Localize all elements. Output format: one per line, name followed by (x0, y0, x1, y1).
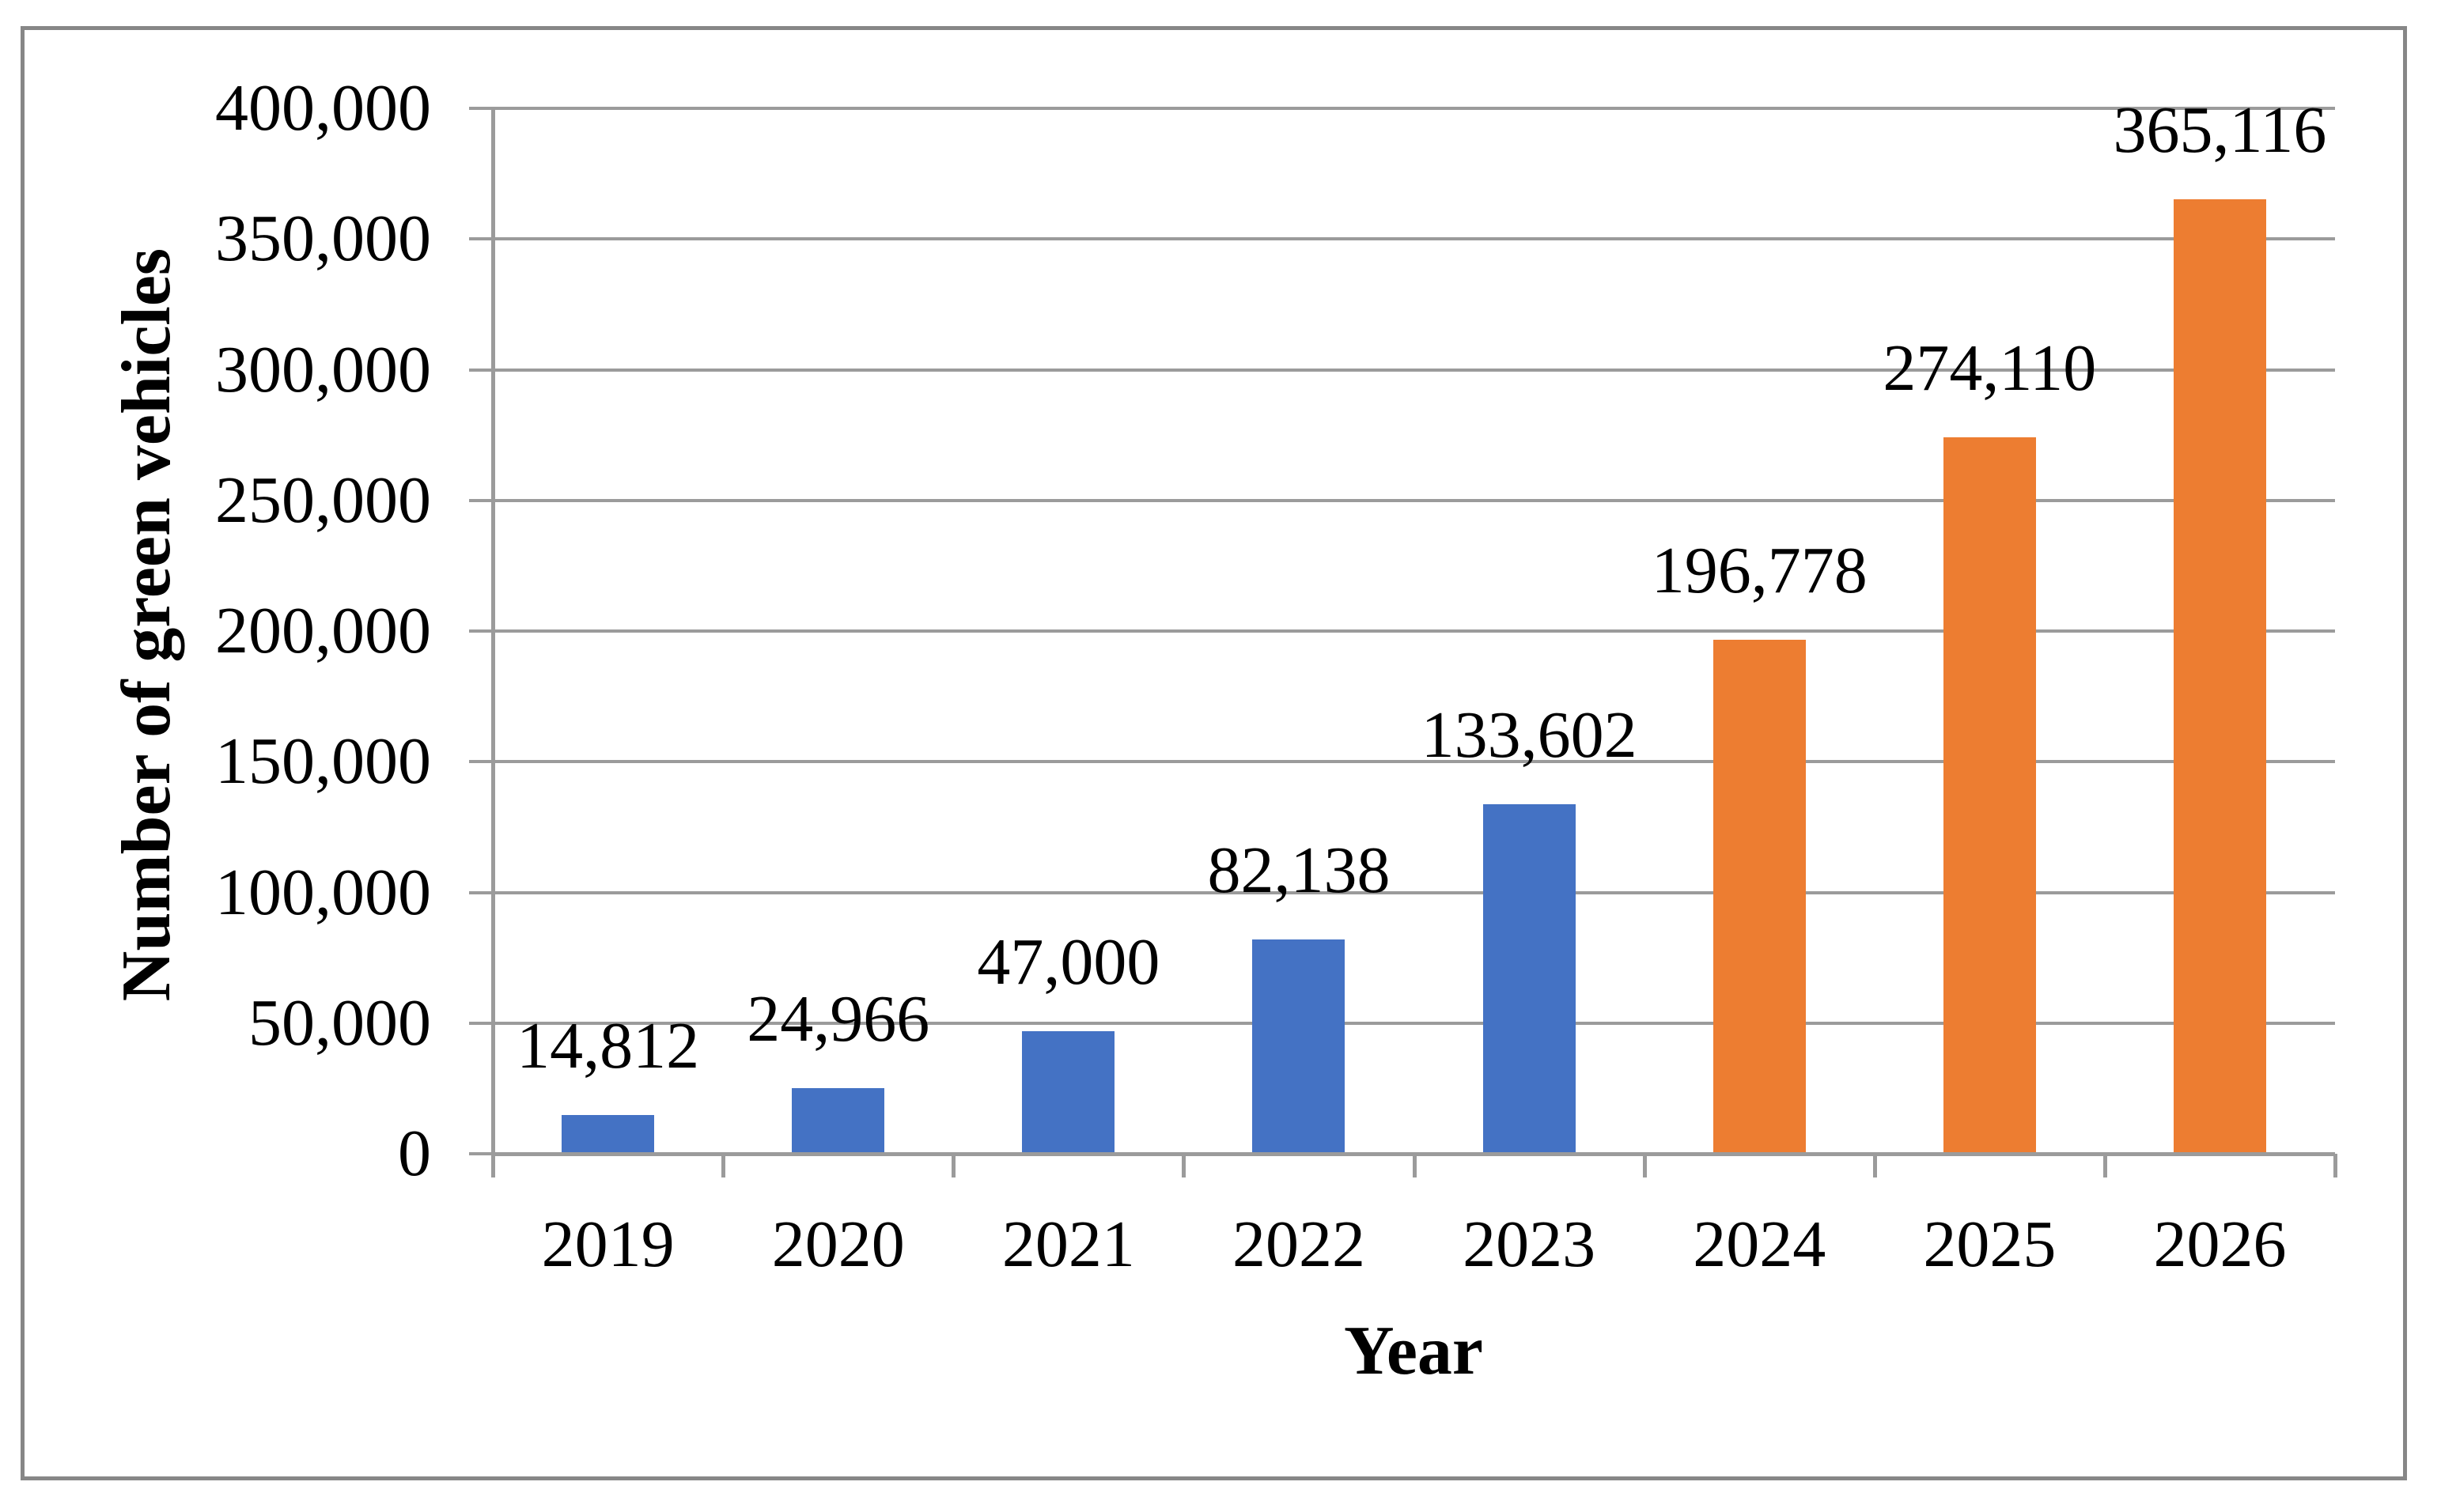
gridline-350,000 (493, 237, 2335, 241)
gridline-250,000 (493, 498, 2335, 502)
x-axis-tick (1642, 1154, 1647, 1177)
x-axis-title: Year (1344, 1313, 1483, 1389)
gridline-200,000 (493, 629, 2335, 633)
y-axis-tick (469, 890, 493, 894)
bar-2021 (1022, 1030, 1115, 1154)
y-axis-tick (469, 368, 493, 372)
x-axis-tick (721, 1154, 726, 1177)
y-tick-label: 350,000 (215, 202, 431, 276)
bar-value-label-2022: 82,138 (1207, 833, 1391, 907)
bar-2026 (2173, 199, 2266, 1154)
y-axis-line (491, 108, 495, 1154)
y-tick-label: 50,000 (248, 985, 431, 1060)
x-axis-tick (1182, 1154, 1186, 1177)
bar-value-label-2021: 47,000 (977, 924, 1160, 999)
y-tick-label: 200,000 (215, 594, 431, 667)
bar-value-label-2026: 365,116 (2113, 93, 2327, 168)
x-tick-label-2022: 2022 (1232, 1208, 1365, 1281)
y-tick-label: 100,000 (215, 855, 431, 929)
bar-2024 (1712, 639, 1806, 1154)
y-axis-tick (469, 107, 493, 110)
x-axis-line (493, 1152, 2335, 1156)
y-axis-title: Number of green vehicles (108, 248, 185, 1002)
x-tick-label-2021: 2021 (1001, 1208, 1135, 1281)
y-axis-tick (469, 237, 493, 241)
bar-value-label-2025: 274,110 (1883, 331, 2097, 406)
x-axis-tick (952, 1154, 956, 1177)
x-tick-label-2023: 2023 (1463, 1208, 1596, 1281)
gridline-300,000 (493, 368, 2335, 372)
bar-value-label-2019: 14,812 (517, 1009, 700, 1083)
gridline-100,000 (493, 890, 2335, 894)
x-axis-tick (1412, 1154, 1417, 1177)
y-axis-tick (469, 760, 493, 764)
x-axis-tick (491, 1154, 495, 1177)
y-tick-label: 400,000 (215, 71, 431, 145)
bar-2019 (562, 1115, 655, 1154)
x-tick-label-2025: 2025 (1923, 1208, 2057, 1281)
bar-value-label-2023: 133,602 (1421, 698, 1637, 773)
bar-value-label-2020: 24,966 (747, 982, 930, 1057)
bar-2020 (792, 1088, 885, 1154)
x-tick-label-2020: 2020 (771, 1208, 905, 1281)
x-tick-label-2024: 2024 (1693, 1208, 1826, 1281)
y-tick-label: 250,000 (215, 463, 431, 537)
x-axis-tick (2102, 1154, 2107, 1177)
y-axis-tick (469, 498, 493, 502)
y-axis-tick (469, 629, 493, 633)
y-tick-label: 150,000 (215, 724, 431, 799)
bar-value-label-2024: 196,778 (1651, 533, 1868, 607)
bar-2023 (1482, 804, 1576, 1154)
bar-2025 (1943, 437, 2036, 1154)
x-tick-label-2026: 2026 (2153, 1208, 2287, 1281)
gridline-50,000 (493, 1021, 2335, 1025)
y-tick-label: 0 (398, 1117, 431, 1190)
gridline-150,000 (493, 760, 2335, 764)
bar-2022 (1252, 939, 1345, 1154)
x-axis-tick (1872, 1154, 1877, 1177)
y-axis-tick (469, 1021, 493, 1025)
x-axis-tick (2333, 1154, 2337, 1177)
y-axis-tick (469, 1152, 493, 1155)
x-tick-label-2019: 2019 (541, 1208, 675, 1281)
gridline-400,000 (493, 107, 2335, 110)
y-tick-label: 300,000 (215, 332, 431, 406)
